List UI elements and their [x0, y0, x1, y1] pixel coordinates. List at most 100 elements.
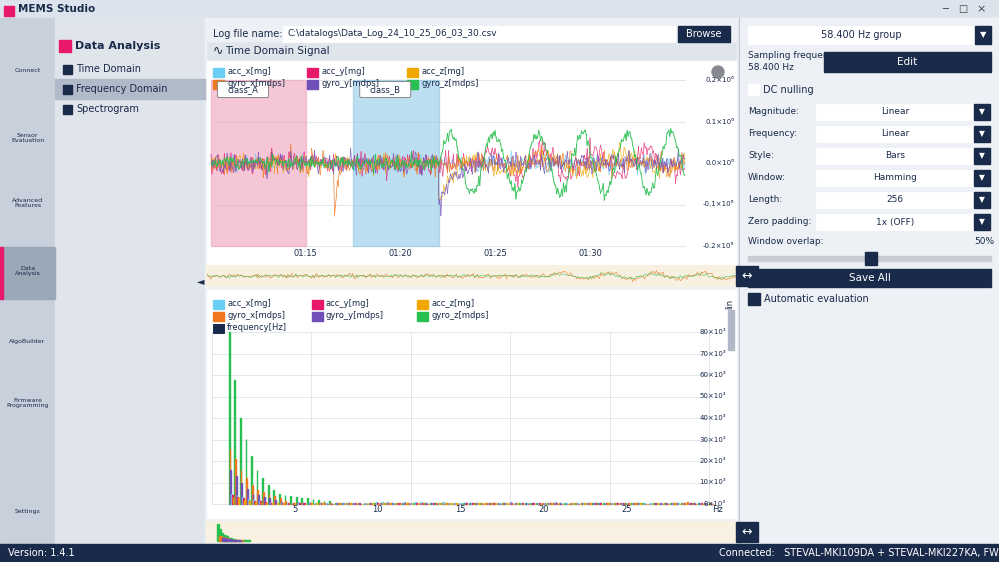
Text: Hamming: Hamming [873, 174, 917, 183]
Text: 0×10³: 0×10³ [704, 501, 726, 507]
Text: 20: 20 [538, 505, 548, 514]
Text: Settings: Settings [15, 510, 40, 514]
Text: Version: 1.4.1: Version: 1.4.1 [8, 548, 75, 558]
Text: acc_y[mg]: acc_y[mg] [321, 67, 365, 76]
Text: Magnitude:: Magnitude: [748, 107, 799, 116]
Text: Linear: Linear [881, 129, 909, 138]
Bar [226, 538, 228, 541]
Text: Window overlap:: Window overlap: [748, 238, 823, 247]
Bar [748, 26, 975, 44]
Bar [233, 540, 235, 541]
Bar [237, 540, 239, 541]
Bar [236, 540, 238, 541]
Bar [226, 536, 228, 541]
Circle shape [712, 66, 724, 78]
Bar [240, 540, 242, 541]
Bar [213, 300, 224, 309]
Bar [211, 80, 306, 246]
Bar [728, 310, 734, 350]
Text: Edit: Edit [897, 57, 918, 67]
Bar [207, 522, 736, 542]
Bar [228, 538, 230, 541]
Text: Hz: Hz [712, 505, 722, 514]
Bar [217, 524, 219, 541]
Bar [222, 533, 224, 541]
Bar [235, 540, 237, 541]
Bar [407, 80, 418, 89]
Bar [748, 269, 991, 287]
Bar [63, 85, 72, 94]
Text: gyro_y[mdps]: gyro_y[mdps] [326, 311, 384, 320]
Text: ▼: ▼ [979, 107, 985, 116]
Text: Style:: Style: [748, 152, 774, 161]
Text: 50%: 50% [974, 238, 994, 247]
Text: 15: 15 [456, 505, 466, 514]
Text: ∿: ∿ [213, 44, 224, 57]
Text: 10×10³: 10×10³ [699, 479, 726, 486]
Text: ↔: ↔ [741, 525, 752, 538]
Bar [233, 539, 235, 541]
Bar [207, 266, 736, 286]
Text: Linear: Linear [881, 107, 909, 116]
Text: Frequency:: Frequency: [748, 129, 797, 138]
Bar [740, 18, 999, 544]
Text: Spectrogram: Spectrogram [76, 104, 139, 114]
Text: ↔: ↔ [741, 270, 752, 283]
Text: C:\datalogs\Data_Log_24_10_25_06_03_30.csv: C:\datalogs\Data_Log_24_10_25_06_03_30.c… [287, 29, 497, 39]
Bar [207, 290, 736, 518]
Text: -0.1×10⁶: -0.1×10⁶ [702, 202, 734, 207]
Bar [213, 324, 224, 333]
Bar [748, 256, 991, 261]
Text: acc_z[mg]: acc_z[mg] [421, 67, 465, 76]
Text: class_A: class_A [228, 85, 259, 94]
Text: 0.2×10⁶: 0.2×10⁶ [705, 77, 734, 83]
Bar [59, 40, 71, 52]
Bar [205, 18, 999, 544]
Text: 10: 10 [373, 505, 383, 514]
Bar [242, 540, 244, 541]
Bar [213, 68, 224, 77]
Text: class_B: class_B [370, 85, 401, 94]
Text: gyro_y[mdps]: gyro_y[mdps] [321, 79, 379, 88]
FancyBboxPatch shape [218, 81, 269, 97]
Text: Bars: Bars [885, 152, 905, 161]
Bar [307, 80, 318, 89]
Bar [0, 0, 999, 18]
Text: Data
Analysis: Data Analysis [15, 266, 40, 277]
Bar [417, 300, 428, 309]
Text: 01:20: 01:20 [389, 248, 413, 257]
Text: acc_z[mg]: acc_z[mg] [431, 300, 475, 309]
Text: Browse: Browse [686, 29, 721, 39]
Text: Automatic evaluation: Automatic evaluation [764, 294, 869, 304]
Bar [816, 148, 974, 164]
Bar [224, 538, 226, 541]
Bar [55, 79, 205, 99]
Bar [244, 540, 246, 541]
Bar [407, 68, 418, 77]
Bar [354, 80, 439, 246]
Text: ─: ─ [942, 4, 948, 14]
Bar [974, 104, 990, 120]
Bar [307, 68, 318, 77]
Bar [231, 540, 233, 541]
Text: Window:: Window: [748, 174, 786, 183]
Bar [207, 42, 736, 60]
Text: DC nulling: DC nulling [763, 85, 813, 95]
Bar [816, 126, 974, 142]
Text: 01:25: 01:25 [484, 248, 507, 257]
Bar [816, 192, 974, 208]
Bar [235, 540, 237, 541]
Text: ▼: ▼ [980, 30, 986, 39]
Text: gyro_z[mdps]: gyro_z[mdps] [431, 311, 489, 320]
Bar [0, 247, 3, 299]
Bar [238, 540, 240, 541]
Bar [231, 540, 233, 541]
Text: Time Domain Signal: Time Domain Signal [225, 46, 330, 56]
Bar [222, 537, 224, 541]
Text: lin: lin [725, 299, 734, 309]
Text: Time Domain: Time Domain [76, 64, 141, 74]
Bar [207, 42, 736, 264]
Text: 60×10³: 60×10³ [699, 372, 726, 378]
Text: 80×10³: 80×10³ [699, 329, 726, 335]
Bar [748, 84, 759, 95]
